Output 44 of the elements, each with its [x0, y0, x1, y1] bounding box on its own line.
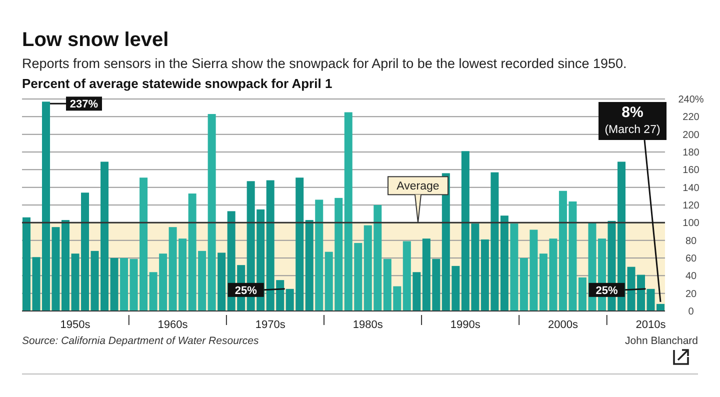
x-tick-label: 1970s [255, 319, 286, 331]
bar [637, 274, 646, 311]
bar [62, 220, 70, 311]
bar [218, 252, 226, 311]
x-tick-label: 2010s [636, 319, 666, 331]
bar [500, 216, 508, 311]
ref-line-label: Average [396, 180, 440, 193]
x-tick-label: 2000s [548, 319, 578, 331]
y-tick-label: 160 [682, 165, 700, 176]
data-label: 8% (March 27) [604, 104, 660, 136]
data-label: 237% [70, 98, 98, 111]
y-tick-label: 80 [685, 236, 697, 247]
bar [52, 227, 60, 311]
chart-subtitle: Reports from sensors in the Sierra show the snowpack for April to be the lowest recorded since 1950. [22, 56, 627, 71]
x-tick-label: 1960s [158, 319, 188, 331]
source-note: Source: California Department of Water Resources [22, 335, 260, 347]
x-tick-label: 1950s [60, 319, 91, 331]
y-axis-title: Percent of average statewide snowpack for April 1 [22, 76, 332, 91]
y-tick-label: 200 [682, 130, 700, 141]
y-tick-label: 60 [685, 254, 697, 264]
y-tick-label: 140 [682, 182, 700, 194]
bar [402, 241, 411, 311]
bar [510, 224, 518, 311]
chart-title: Low snow level [22, 29, 169, 51]
text: John Blanchard [625, 335, 698, 347]
y-tick-label: 180 [682, 148, 700, 158]
y-tick-label: 100 [682, 218, 700, 230]
y-tick-label: 40 [685, 271, 697, 282]
y-tick-label: 220 [682, 112, 700, 124]
bar [120, 258, 128, 311]
x-tick-label: 1980s [352, 319, 384, 331]
bar [305, 220, 314, 311]
x-tick-label: 1990s [450, 319, 481, 331]
bar [110, 258, 118, 311]
bar [412, 272, 421, 311]
bar [42, 102, 50, 311]
bar [315, 200, 324, 311]
data-label: 25% [234, 284, 258, 297]
y-tick-label: 0 [688, 306, 694, 318]
y-tick-label: 120 [682, 200, 700, 212]
y-tick-label: 240% [678, 94, 704, 106]
data-label: 25% [596, 284, 618, 297]
y-tick-label: 20 [685, 288, 697, 300]
bar [208, 114, 216, 311]
